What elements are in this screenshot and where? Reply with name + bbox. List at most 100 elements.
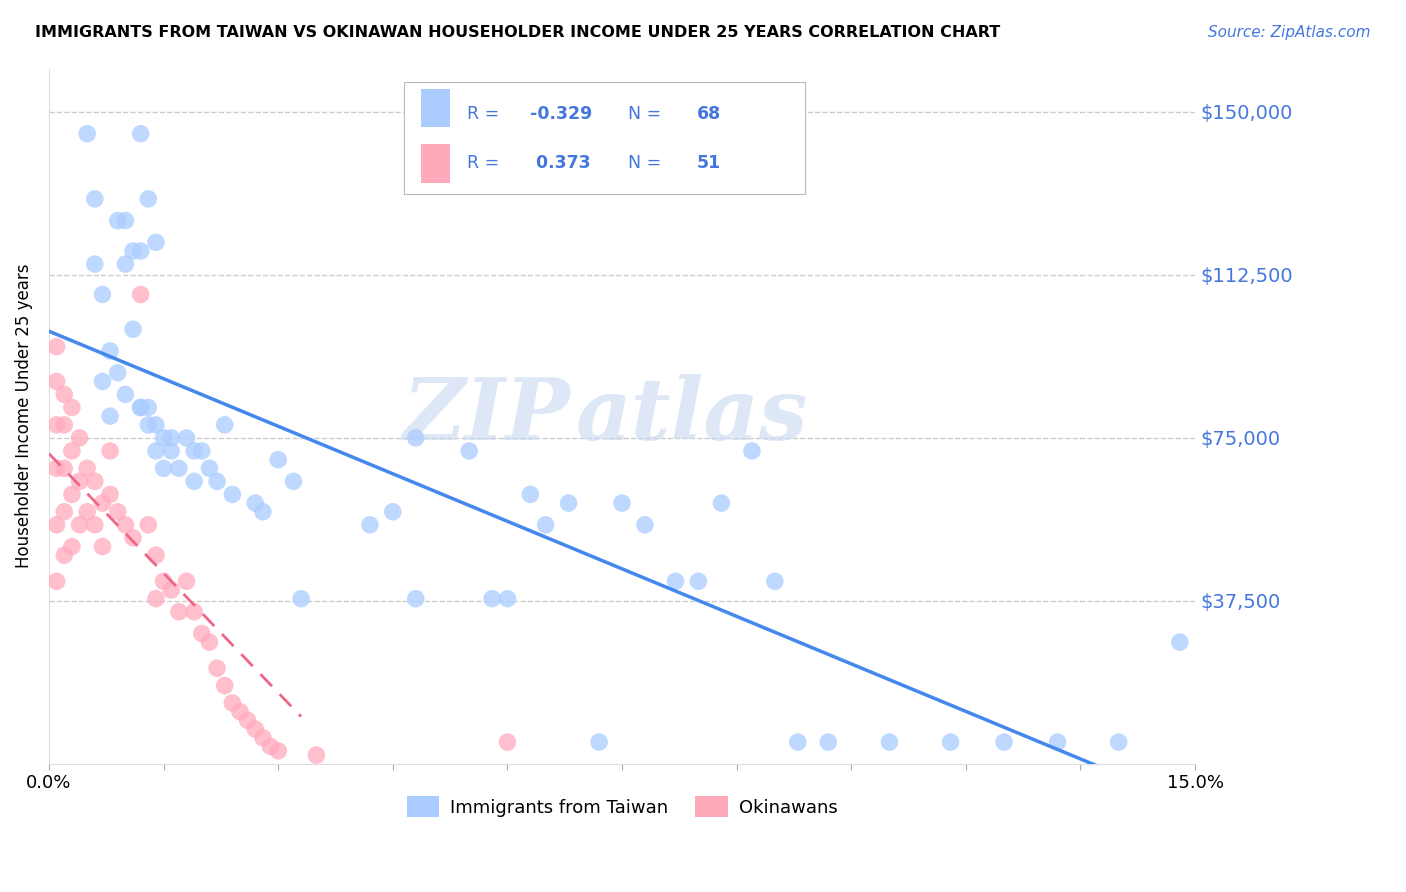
Text: IMMIGRANTS FROM TAIWAN VS OKINAWAN HOUSEHOLDER INCOME UNDER 25 YEARS CORRELATION: IMMIGRANTS FROM TAIWAN VS OKINAWAN HOUSE… — [35, 25, 1001, 40]
Point — [136, 517, 159, 532]
Point — [267, 452, 290, 467]
Point — [817, 735, 839, 749]
Point — [534, 517, 557, 532]
Point — [205, 661, 228, 675]
Point — [458, 444, 481, 458]
Point — [245, 722, 267, 736]
Text: N =: N = — [627, 153, 666, 171]
Point — [45, 375, 67, 389]
FancyBboxPatch shape — [422, 145, 450, 183]
Text: 51: 51 — [696, 153, 721, 171]
Point — [53, 505, 76, 519]
Point — [160, 431, 183, 445]
Point — [741, 444, 763, 458]
Point — [259, 739, 281, 754]
Point — [45, 461, 67, 475]
Point — [519, 487, 541, 501]
Point — [91, 287, 114, 301]
Point — [290, 591, 312, 606]
Point — [76, 461, 98, 475]
Point — [98, 343, 121, 358]
Point — [152, 431, 174, 445]
Point — [214, 679, 236, 693]
Point — [198, 635, 221, 649]
Point — [634, 517, 657, 532]
Legend: Immigrants from Taiwan, Okinawans: Immigrants from Taiwan, Okinawans — [399, 789, 845, 824]
Point — [91, 375, 114, 389]
Point — [993, 735, 1015, 749]
Point — [60, 401, 83, 415]
Text: ZIP: ZIP — [402, 375, 571, 458]
Point — [359, 517, 381, 532]
Point — [114, 213, 136, 227]
Point — [129, 401, 152, 415]
Point — [98, 487, 121, 501]
Point — [83, 517, 105, 532]
Point — [1108, 735, 1130, 749]
Point — [145, 417, 167, 432]
Point — [167, 605, 190, 619]
Point — [91, 540, 114, 554]
Text: R =: R = — [467, 153, 505, 171]
Point — [91, 496, 114, 510]
Point — [588, 735, 610, 749]
Point — [664, 574, 686, 589]
Point — [481, 591, 503, 606]
Point — [107, 366, 129, 380]
Point — [1046, 735, 1069, 749]
Text: -0.329: -0.329 — [530, 104, 592, 122]
Point — [136, 417, 159, 432]
Point — [83, 192, 105, 206]
Text: Source: ZipAtlas.com: Source: ZipAtlas.com — [1208, 25, 1371, 40]
Point — [122, 244, 145, 258]
Point — [145, 444, 167, 458]
Text: 68: 68 — [696, 104, 721, 122]
Text: N =: N = — [627, 104, 666, 122]
Point — [557, 496, 579, 510]
Point — [145, 548, 167, 562]
Point — [160, 582, 183, 597]
Point — [786, 735, 808, 749]
Point — [145, 235, 167, 250]
Point — [496, 735, 519, 749]
Point — [763, 574, 786, 589]
Point — [69, 517, 91, 532]
Point — [114, 387, 136, 401]
Point — [305, 748, 328, 763]
Point — [136, 192, 159, 206]
Point — [191, 626, 214, 640]
Point — [688, 574, 710, 589]
Point — [122, 322, 145, 336]
Point — [205, 475, 228, 489]
Point — [45, 517, 67, 532]
Point — [60, 444, 83, 458]
Point — [221, 696, 243, 710]
Point — [252, 505, 274, 519]
Point — [98, 444, 121, 458]
Point — [136, 401, 159, 415]
Point — [252, 731, 274, 745]
Point — [267, 744, 290, 758]
Point — [114, 257, 136, 271]
Point — [152, 574, 174, 589]
Point — [381, 505, 404, 519]
Text: 0.373: 0.373 — [530, 153, 591, 171]
Point — [405, 591, 427, 606]
Point — [283, 475, 305, 489]
Point — [191, 444, 214, 458]
Point — [183, 605, 205, 619]
Point — [610, 496, 633, 510]
Point — [221, 487, 243, 501]
Point — [53, 417, 76, 432]
Point — [405, 431, 427, 445]
Point — [45, 417, 67, 432]
Point — [129, 401, 152, 415]
Point — [229, 705, 252, 719]
Point — [60, 487, 83, 501]
Point — [107, 505, 129, 519]
Text: atlas: atlas — [576, 375, 808, 458]
Point — [129, 127, 152, 141]
Point — [107, 213, 129, 227]
Point — [1168, 635, 1191, 649]
Point — [122, 531, 145, 545]
